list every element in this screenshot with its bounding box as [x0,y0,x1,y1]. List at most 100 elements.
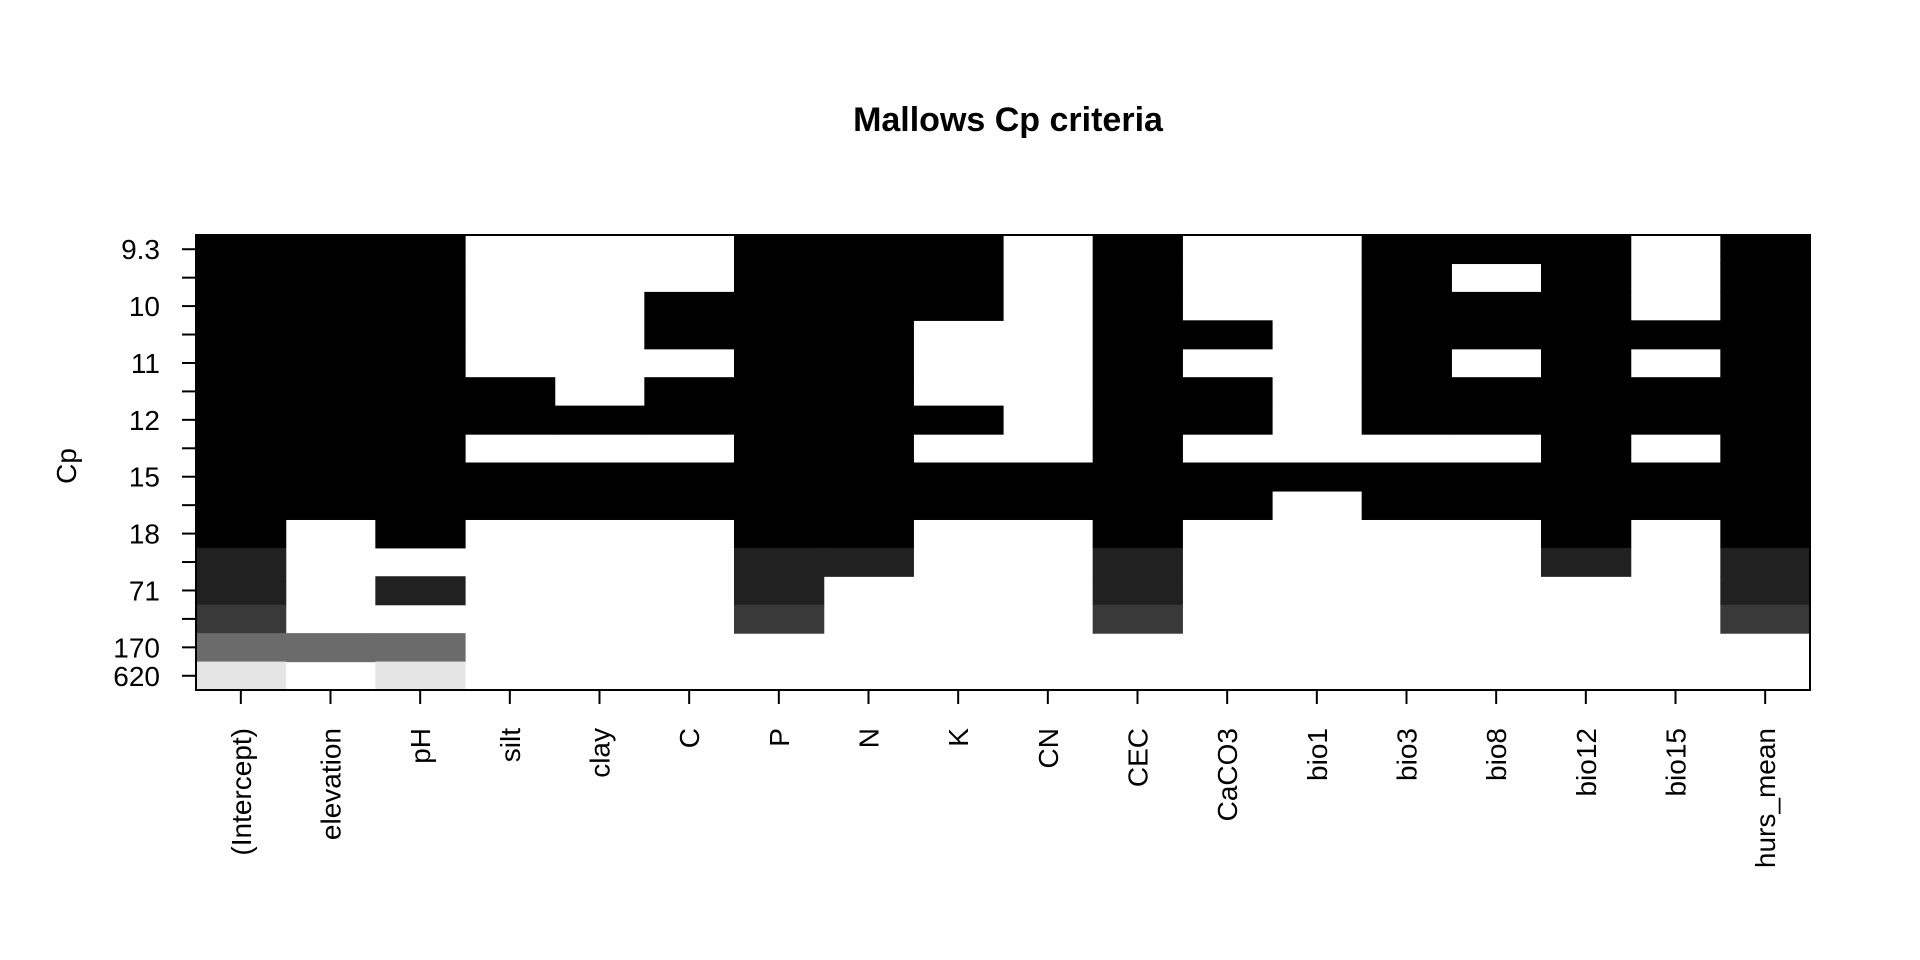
cell-(Intercept)-row-3 [196,291,287,321]
cell-elevation-row-8 [285,434,376,464]
cell-(Intercept)-row-8 [196,434,287,464]
cell-bio12-row-3 [1541,291,1632,321]
cell-N-row-2 [823,263,914,293]
cell-bio1-row-9 [1272,462,1363,492]
cell-pH-row-13 [375,576,466,606]
cell-(Intercept)-row-16 [196,661,287,691]
cell-bio12-row-9 [1541,462,1632,492]
cell-(Intercept)-row-11 [196,519,287,549]
cell-K-row-10 [913,490,1004,520]
cell-(Intercept)-row-2 [196,263,287,293]
cell-hurs_mean-row-14 [1720,604,1811,634]
cell-P-row-6 [734,377,825,407]
cell-bio12-row-6 [1541,377,1632,407]
cell-bio15-row-4 [1630,320,1721,350]
cell-P-row-10 [734,490,825,520]
cell-bio15-row-10 [1630,490,1721,520]
cell-pH-row-3 [375,291,466,321]
cell-bio12-row-12 [1541,547,1632,577]
cell-C-row-3 [644,291,735,321]
cell-N-row-6 [823,377,914,407]
cell-C-row-10 [644,490,735,520]
cell-CEC-row-11 [1092,519,1183,549]
cell-bio8-row-10 [1451,490,1542,520]
x-tick-label: bio12 [1571,728,1602,797]
cell-P-row-7 [734,405,825,435]
cell-silt-row-10 [465,490,556,520]
cell-pH-row-7 [375,405,466,435]
x-tick-label: elevation [316,728,347,840]
cell-CEC-row-7 [1092,405,1183,435]
cell-pH-row-15 [375,633,466,663]
y-tick-label: 9.3 [121,234,160,265]
cell-elevation-row-6 [285,377,376,407]
cell-C-row-4 [644,320,735,350]
cell-bio15-row-7 [1630,405,1721,435]
cell-hurs_mean-row-5 [1720,348,1811,378]
cell-bio3-row-3 [1361,291,1452,321]
cell-K-row-3 [913,291,1004,321]
cell-bio12-row-4 [1541,320,1632,350]
cell-elevation-row-9 [285,462,376,492]
x-tick-label: bio3 [1392,728,1423,781]
cell-N-row-7 [823,405,914,435]
cell-K-row-2 [913,263,1004,293]
y-tick-label: 11 [131,348,160,379]
cell-(Intercept)-row-5 [196,348,287,378]
cell-C-row-9 [644,462,735,492]
plot-frame [195,234,1811,691]
x-tick-label: clay [585,728,616,778]
y-tick-label: 170 [113,632,160,663]
cell-(Intercept)-row-4 [196,320,287,350]
cell-bio8-row-6 [1451,377,1542,407]
cell-hurs_mean-row-13 [1720,576,1811,606]
y-tick-label: 18 [129,519,160,550]
cell-CEC-row-13 [1092,576,1183,606]
cell-CEC-row-12 [1092,547,1183,577]
cell-bio12-row-2 [1541,263,1632,293]
cell-P-row-1 [734,235,825,265]
cell-N-row-3 [823,291,914,321]
cell-P-row-11 [734,519,825,549]
cell-hurs_mean-row-6 [1720,377,1811,407]
cell-hurs_mean-row-3 [1720,291,1811,321]
cell-bio3-row-6 [1361,377,1452,407]
cell-bio12-row-7 [1541,405,1632,435]
cell-C-row-6 [644,377,735,407]
cell-N-row-9 [823,462,914,492]
cell-CEC-row-2 [1092,263,1183,293]
cell-(Intercept)-row-7 [196,405,287,435]
cell-(Intercept)-row-14 [196,604,287,634]
cell-bio3-row-2 [1361,263,1452,293]
cell-silt-row-7 [465,405,556,435]
cell-P-row-9 [734,462,825,492]
cell-CEC-row-9 [1092,462,1183,492]
chart-title: Mallows Cp criteria [853,101,1164,139]
cell-P-row-4 [734,320,825,350]
cell-bio3-row-9 [1361,462,1452,492]
cell-hurs_mean-row-12 [1720,547,1811,577]
x-tick-label: pH [405,728,436,764]
cell-clay-row-10 [554,490,645,520]
cell-P-row-2 [734,263,825,293]
cell-elevation-row-10 [285,490,376,520]
cell-CaCO3-row-7 [1182,405,1273,435]
cell-hurs_mean-row-11 [1720,519,1811,549]
cell-pH-row-16 [375,661,466,691]
cell-silt-row-9 [465,462,556,492]
cell-hurs_mean-row-8 [1720,434,1811,464]
cell-pH-row-8 [375,434,466,464]
cell-CaCO3-row-10 [1182,490,1273,520]
cell-P-row-8 [734,434,825,464]
cell-bio8-row-7 [1451,405,1542,435]
cell-bio12-row-5 [1541,348,1632,378]
cell-bio8-row-1 [1451,235,1542,265]
cell-hurs_mean-row-7 [1720,405,1811,435]
x-tick-label: bio15 [1661,728,1692,797]
cell-elevation-row-15 [285,633,376,663]
cell-bio3-row-1 [1361,235,1452,265]
cell-bio15-row-6 [1630,377,1721,407]
cell-P-row-3 [734,291,825,321]
cell-CEC-row-5 [1092,348,1183,378]
cell-K-row-9 [913,462,1004,492]
